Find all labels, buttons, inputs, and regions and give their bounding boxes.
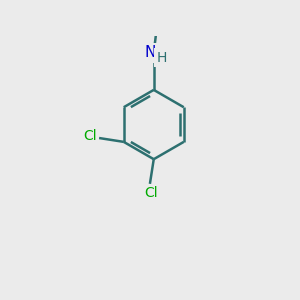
Text: N: N [145,45,156,60]
Text: Cl: Cl [83,130,97,143]
Text: H: H [156,51,167,64]
Text: Cl: Cl [145,186,158,200]
